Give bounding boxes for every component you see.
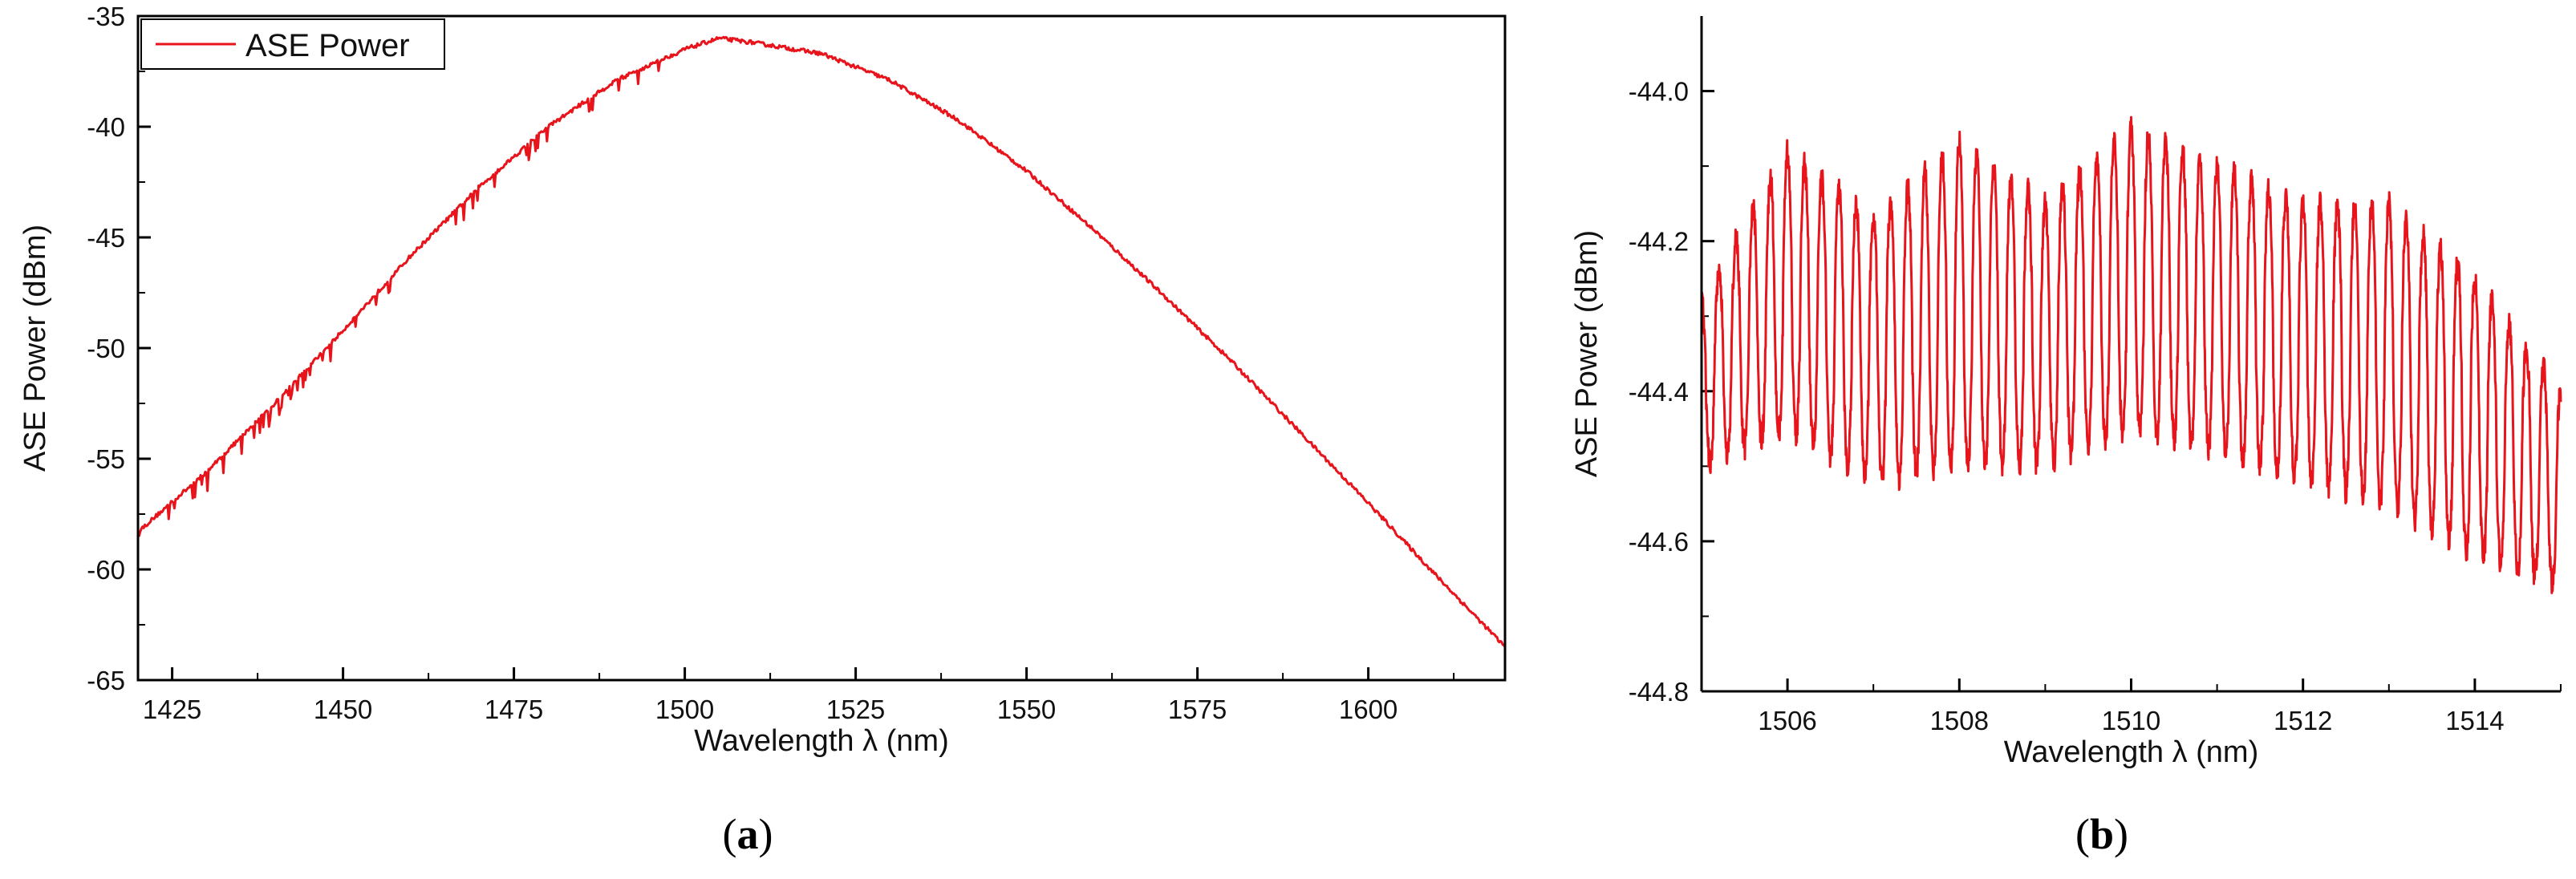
caption-b: (b)	[2075, 810, 2128, 858]
x-tick-label: 1550	[997, 695, 1056, 724]
x-tick-label: 1510	[2102, 706, 2160, 735]
y-tick-label: -44.2	[1629, 227, 1689, 257]
y-tick-label: -50	[87, 334, 125, 363]
y-tick-label: -44.4	[1629, 377, 1689, 407]
ase-power-series-line	[136, 35, 1507, 648]
y-tick-label: -45	[87, 223, 125, 253]
x-tick-label: 1475	[485, 695, 543, 724]
y-tick-label: -44.6	[1629, 527, 1689, 557]
y-tick-label: -60	[87, 555, 125, 585]
caption-letter-b: b	[2090, 810, 2114, 858]
chart-panel-a: 1425 1450 1475 1500 1525 1550 1575 1600 -65 -60 -5…	[18, 2, 1507, 858]
y-tick-label: -44.0	[1629, 77, 1689, 107]
legend: ASE Power	[140, 18, 445, 70]
x-tick-label: 1525	[826, 695, 885, 724]
legend-label: ASE Power	[245, 28, 410, 63]
y-tick-label: -40	[87, 112, 125, 142]
x-axis-title-a: Wavelength λ (nm)	[694, 724, 948, 758]
plot-frame-a	[136, 14, 1507, 682]
ase-power-ripple-line	[1700, 115, 2562, 594]
caption-a: (a)	[723, 810, 773, 858]
x-tick-label: 1508	[1930, 706, 1989, 735]
y-tick-label: -65	[87, 666, 125, 695]
x-axis-title-b: Wavelength λ (nm)	[2004, 735, 2258, 769]
x-tick-label: 1512	[2274, 706, 2332, 735]
x-tick-label: 1514	[2445, 706, 2504, 735]
x-tick-label: 1425	[143, 695, 201, 724]
y-tick-label: -35	[87, 2, 125, 31]
chart-panel-b: 1506 1508 1510 1512 1514 -44.8 -44.6 -44.4 -44.2…	[1570, 16, 2562, 858]
y-axis-title-a: ASE Power (dBm)	[18, 225, 52, 472]
y-tick-label: -55	[87, 444, 125, 474]
y-tick-label: -44.8	[1629, 677, 1689, 707]
x-tick-label: 1575	[1168, 695, 1227, 724]
x-tick-label: 1600	[1339, 695, 1398, 724]
caption-letter-a: a	[737, 810, 759, 858]
x-tick-label: 1450	[314, 695, 372, 724]
x-tick-label: 1500	[655, 695, 714, 724]
y-axis-title-b: ASE Power (dBm)	[1570, 230, 1604, 477]
x-tick-label: 1506	[1758, 706, 1816, 735]
